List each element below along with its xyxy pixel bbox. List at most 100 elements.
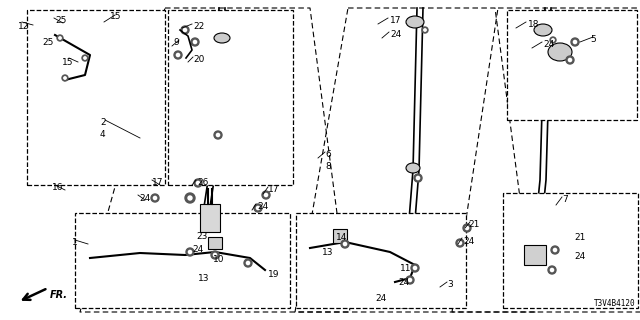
Circle shape — [151, 194, 159, 202]
Circle shape — [262, 191, 270, 199]
Circle shape — [188, 250, 191, 253]
Text: 19: 19 — [268, 270, 280, 279]
Text: 13: 13 — [322, 248, 333, 257]
Text: 4: 4 — [100, 130, 106, 139]
Ellipse shape — [214, 33, 230, 43]
Circle shape — [414, 174, 422, 182]
Text: 17: 17 — [152, 178, 163, 187]
Text: 24: 24 — [543, 40, 554, 49]
Circle shape — [573, 40, 577, 44]
Circle shape — [417, 176, 420, 180]
Bar — [200, 204, 220, 232]
Circle shape — [566, 56, 574, 64]
Bar — [296, 213, 466, 308]
Circle shape — [196, 181, 200, 185]
Circle shape — [411, 264, 419, 272]
Text: 15: 15 — [62, 58, 74, 67]
Bar — [75, 213, 290, 308]
Circle shape — [571, 38, 579, 46]
Circle shape — [456, 239, 464, 247]
Text: 5: 5 — [590, 35, 596, 44]
Circle shape — [254, 204, 262, 212]
Text: 24: 24 — [463, 237, 474, 246]
Bar — [524, 245, 546, 265]
Bar — [333, 229, 347, 243]
Circle shape — [211, 251, 219, 259]
Circle shape — [408, 278, 412, 282]
Bar — [507, 10, 637, 120]
Text: 24: 24 — [257, 202, 268, 211]
Circle shape — [216, 133, 220, 137]
Circle shape — [213, 253, 216, 257]
Text: 8: 8 — [325, 162, 331, 171]
Circle shape — [186, 248, 194, 256]
Bar — [168, 10, 293, 185]
Ellipse shape — [534, 24, 552, 36]
Text: 24: 24 — [574, 252, 585, 261]
Circle shape — [174, 51, 182, 59]
Text: T3V4B4120: T3V4B4120 — [593, 299, 635, 308]
Text: 17: 17 — [268, 185, 280, 194]
Bar — [27, 10, 165, 185]
Circle shape — [214, 131, 222, 139]
Text: 25: 25 — [42, 38, 53, 47]
Text: 24: 24 — [390, 30, 401, 39]
Text: 24: 24 — [139, 194, 150, 203]
Circle shape — [413, 266, 417, 269]
Text: 26: 26 — [197, 178, 209, 187]
Circle shape — [264, 193, 268, 196]
Text: 21: 21 — [574, 233, 586, 242]
Circle shape — [57, 35, 63, 41]
Text: 18: 18 — [528, 20, 540, 29]
Circle shape — [64, 77, 66, 79]
Circle shape — [59, 37, 61, 39]
Text: 23: 23 — [196, 232, 207, 241]
Circle shape — [177, 53, 180, 57]
Circle shape — [344, 243, 347, 246]
Circle shape — [458, 241, 461, 244]
Circle shape — [465, 227, 468, 230]
Circle shape — [191, 38, 199, 46]
Circle shape — [246, 261, 250, 265]
Text: 17: 17 — [390, 16, 401, 25]
Circle shape — [548, 266, 556, 274]
Circle shape — [154, 196, 157, 200]
Circle shape — [185, 193, 195, 203]
Circle shape — [181, 26, 189, 34]
Text: 24: 24 — [375, 294, 387, 303]
Text: 6: 6 — [325, 150, 331, 159]
Text: 10: 10 — [213, 255, 225, 264]
Circle shape — [554, 248, 557, 252]
Text: 2: 2 — [100, 118, 106, 127]
Circle shape — [188, 196, 192, 200]
Text: 11: 11 — [400, 264, 412, 273]
Circle shape — [463, 224, 471, 232]
Circle shape — [84, 57, 86, 59]
Ellipse shape — [548, 43, 572, 61]
Circle shape — [194, 179, 202, 187]
Circle shape — [551, 246, 559, 254]
Circle shape — [424, 29, 426, 31]
Circle shape — [550, 37, 556, 43]
Text: 12: 12 — [18, 22, 29, 31]
Circle shape — [552, 39, 554, 41]
Circle shape — [550, 268, 554, 272]
Text: 15: 15 — [110, 12, 122, 21]
Circle shape — [244, 259, 252, 267]
Text: 22: 22 — [193, 22, 204, 31]
Text: 20: 20 — [193, 55, 204, 64]
Text: 16: 16 — [52, 183, 63, 192]
Circle shape — [62, 75, 68, 81]
Circle shape — [422, 27, 428, 33]
Ellipse shape — [406, 163, 420, 173]
Circle shape — [257, 206, 260, 210]
Text: 14: 14 — [336, 233, 348, 242]
Text: 25: 25 — [55, 16, 67, 25]
Text: FR.: FR. — [50, 290, 68, 300]
Text: 3: 3 — [447, 280, 452, 289]
Text: 7: 7 — [562, 195, 568, 204]
Text: 24: 24 — [192, 245, 204, 254]
Text: 9: 9 — [173, 38, 179, 47]
Text: 24: 24 — [398, 278, 409, 287]
Circle shape — [193, 40, 196, 44]
